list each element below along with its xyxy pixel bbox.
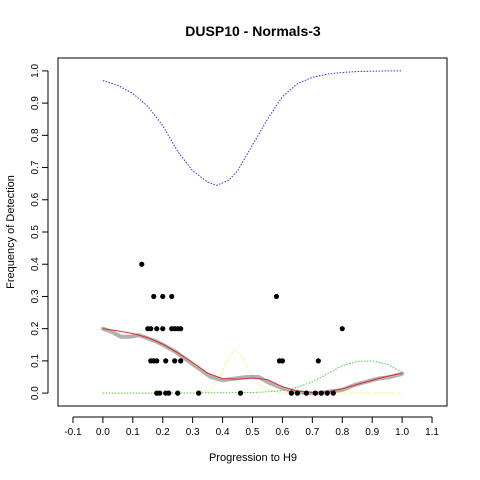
data-point [318, 390, 324, 396]
fit-curve [102, 328, 403, 393]
data-point [151, 293, 157, 300]
data-point [172, 358, 178, 364]
x-tick-label: 0.1 [126, 427, 140, 438]
y-tick-label: 0.7 [30, 160, 41, 174]
y-tick-label: 0.1 [30, 354, 41, 368]
data-point [315, 358, 321, 364]
data-point [166, 390, 172, 396]
y-tick-label: 0.0 [30, 386, 41, 400]
data-point [312, 390, 318, 396]
data-point [139, 261, 145, 267]
data-point [160, 326, 166, 332]
data-point [279, 358, 286, 364]
x-axis: -0.1 0.0 0.1 0.2 0.3 0.4 0.5 0.6 0.7 0.8 0.9 1.0 1.1 [64, 416, 439, 438]
series-layer [100, 70, 405, 396]
x-tick-label: 1.0 [395, 427, 409, 438]
y-tick-label: 1.0 [30, 64, 41, 78]
data-point [160, 293, 166, 300]
upper-curve [102, 70, 403, 186]
data-point [339, 326, 345, 332]
y-tick-label: 0.2 [30, 321, 41, 335]
yellow-curve [102, 348, 403, 394]
x-axis-label: Progression to H9 [209, 452, 297, 464]
data-point [169, 293, 175, 300]
y-axis: 0.0 0.1 0.2 0.3 0.4 0.5 0.6 0.7 0.8 0.9 1.0 [30, 64, 49, 400]
data-point [303, 390, 309, 396]
chart-title: DUSP10 - Normals-3 [185, 23, 321, 39]
data-point [175, 390, 181, 396]
data-point [237, 390, 244, 396]
data-point [330, 390, 336, 396]
data-point [178, 326, 184, 332]
x-tick-label: 0.4 [216, 427, 230, 438]
data-point [148, 326, 154, 332]
x-tick-label: 0.2 [156, 427, 170, 438]
y-axis-label: Frequency of Detection [5, 175, 17, 289]
data-point [154, 358, 160, 364]
x-tick-label: 0.8 [335, 427, 349, 438]
data-point [294, 390, 300, 396]
x-tick-label: -0.1 [64, 427, 82, 438]
data-point [324, 390, 330, 396]
y-tick-label: 0.9 [30, 96, 41, 110]
y-tick-label: 0.6 [30, 192, 41, 206]
data-point [154, 326, 160, 332]
x-tick-label: 0.6 [275, 427, 289, 438]
plot-frame [57, 57, 448, 407]
data-point [288, 390, 294, 396]
y-tick-label: 0.5 [30, 225, 41, 239]
data-point [273, 293, 280, 300]
y-tick-label: 0.8 [30, 128, 41, 142]
x-tick-label: 0.3 [186, 427, 200, 438]
y-tick-label: 0.3 [30, 289, 41, 303]
data-point [196, 390, 202, 396]
data-point [163, 358, 169, 364]
x-tick-label: 0.7 [305, 427, 319, 438]
y-tick-label: 0.4 [30, 257, 41, 271]
x-tick-label: 0.9 [365, 427, 379, 438]
x-tick-label: 0.0 [96, 427, 110, 438]
data-point [157, 390, 163, 396]
x-tick-label: 0.5 [246, 427, 260, 438]
smoothed-curve [100, 326, 405, 396]
data-point [178, 358, 184, 364]
x-tick-label: 1.1 [425, 427, 439, 438]
